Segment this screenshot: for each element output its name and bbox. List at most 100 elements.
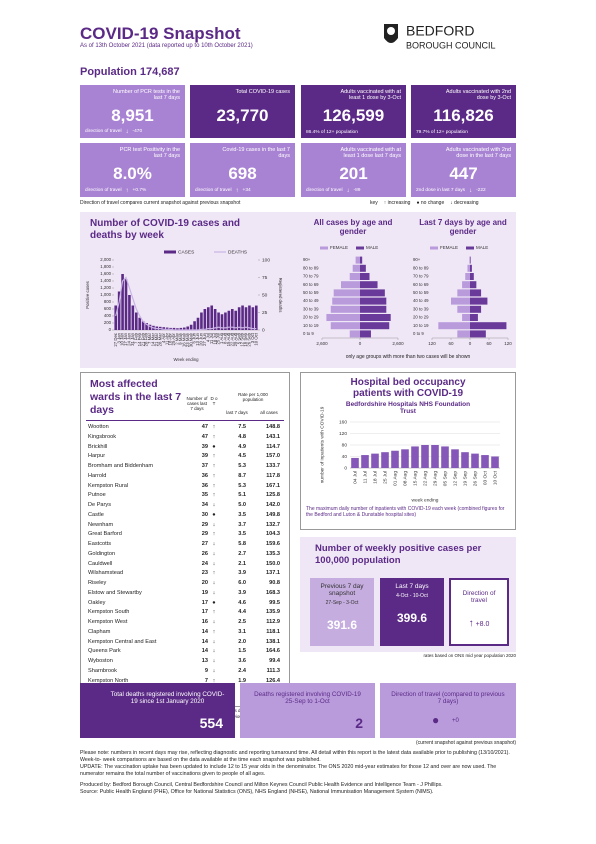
ward-cell: 2.5 bbox=[238, 619, 246, 625]
ward-cell: 4.4 bbox=[238, 609, 246, 616]
tile-foot: direction of travel ↑ +34 bbox=[195, 188, 251, 194]
legend-label: FEMALE bbox=[440, 245, 458, 250]
x-tick-label: 120 bbox=[504, 341, 512, 346]
arrow: ↓ bbox=[346, 188, 350, 194]
bar bbox=[182, 327, 186, 330]
ward-cell: 23 bbox=[201, 570, 208, 577]
ward-cell: ● bbox=[212, 443, 216, 450]
ward-cell: 14 bbox=[201, 648, 208, 655]
x-tick-label: 6 Jun bbox=[192, 332, 197, 343]
ward-name: Cauldwell bbox=[88, 560, 113, 567]
tile: Adults vaccinated with at least 1 dose l… bbox=[301, 143, 406, 197]
logo-crest-detail bbox=[387, 27, 395, 35]
y2-tick-label: 75 bbox=[262, 275, 268, 281]
tile-value: 8,951 bbox=[111, 105, 154, 125]
footer-line: Produced by: Bedford Borough Council, Ce… bbox=[80, 782, 443, 788]
bar bbox=[189, 324, 193, 330]
bar bbox=[244, 307, 248, 330]
x-tick-label: 23 May bbox=[185, 332, 190, 347]
ward-cell: 2.4 bbox=[238, 667, 246, 674]
ward-cell: 3.5 bbox=[238, 531, 246, 538]
arrow: ↓ bbox=[125, 129, 129, 135]
population: Population 174,687 bbox=[80, 66, 180, 78]
ward-cell: ↑ bbox=[212, 531, 216, 538]
ward-cell: 125.8 bbox=[266, 492, 280, 499]
bar bbox=[251, 307, 255, 330]
chart-title: Number of COVID-19 cases and deaths by w… bbox=[90, 218, 241, 241]
ward-cell: 34 bbox=[201, 502, 208, 508]
tile-foot: 2nd dose in last 7 days ↓ -222 bbox=[416, 188, 486, 194]
legend-swatch bbox=[466, 246, 474, 250]
ward-name: Sharnbrook bbox=[88, 667, 117, 674]
bar bbox=[361, 455, 369, 468]
age-chart: 90+ 80 to 89 70 to 79 60 to 69 50 to 59 40 to… bbox=[413, 245, 512, 346]
footer-line: Source: Public Health England (PHE), Off… bbox=[80, 789, 434, 795]
y-tick-label: 1,000 bbox=[100, 292, 111, 297]
x-tick-label: 4 Jul bbox=[205, 333, 210, 342]
bar bbox=[457, 289, 470, 297]
ward-name: Putnoe bbox=[88, 492, 106, 499]
ward-cell: 8.7 bbox=[238, 472, 246, 479]
x-tick-label: 3 Oct bbox=[250, 332, 255, 343]
death-value: 2 bbox=[355, 715, 363, 731]
ward-cell: 143.1 bbox=[266, 433, 280, 440]
x-tick-label: 12 Sep bbox=[240, 332, 245, 346]
y-tick-label: 160 bbox=[339, 419, 347, 425]
tile: Adults vaccinated with at least 1 dose b… bbox=[301, 85, 406, 138]
ward-cell: 5.3 bbox=[238, 482, 246, 489]
age-label: 10 to 19 bbox=[303, 323, 319, 328]
tile: Adults vaccinated with 2nd dose by 3-Oct… bbox=[411, 85, 516, 138]
bar bbox=[465, 273, 470, 280]
ward-cell: 14 bbox=[201, 638, 208, 645]
tile-label: Covid-19 cases in the last 7 days bbox=[222, 147, 290, 159]
legend-label: FEMALE bbox=[330, 245, 348, 250]
x-tick-label: 21 Mar bbox=[154, 332, 159, 346]
ward-cell: 47 bbox=[201, 424, 208, 430]
age-label: 50 to 59 bbox=[303, 290, 319, 295]
ward-cell: 3.9 bbox=[238, 570, 246, 577]
logo-text: BOROUGH COUNCIL bbox=[406, 40, 496, 50]
y-tick-label: 120 bbox=[339, 431, 347, 437]
bar bbox=[469, 256, 470, 264]
bar bbox=[128, 295, 131, 330]
ward-cell: 6.0 bbox=[238, 580, 246, 586]
ward-cell: ↓ bbox=[212, 648, 216, 655]
bar bbox=[470, 322, 507, 330]
ward-cell: ↓ bbox=[212, 638, 216, 645]
bar bbox=[349, 273, 360, 280]
y-tick-label: 200 bbox=[104, 320, 112, 325]
ward-cell: 3.7 bbox=[238, 521, 246, 528]
bar bbox=[234, 310, 238, 330]
tile-foot: 79.7% of 12+ population bbox=[416, 130, 468, 135]
ward-name: Wootton bbox=[88, 424, 109, 430]
tile-label: Adults vaccinated with at least 1 dose l… bbox=[340, 147, 401, 159]
ward-cell: 133.7 bbox=[266, 463, 280, 469]
arrow: ● bbox=[432, 713, 440, 727]
hospital-panel bbox=[300, 372, 516, 530]
x-tick-label: 18 Apr bbox=[168, 332, 173, 345]
ward-cell: 2.0 bbox=[238, 638, 246, 645]
logo: BEDFORD BOROUGH COUNCIL bbox=[384, 23, 496, 50]
y-tick-label: 2,000 bbox=[100, 257, 111, 262]
bar bbox=[470, 314, 478, 321]
x-tick-label: 9 May bbox=[178, 332, 183, 345]
bar bbox=[360, 273, 370, 280]
bar bbox=[467, 264, 470, 272]
ward-name: Newnham bbox=[88, 521, 114, 528]
x-tick-label: 20 Jun bbox=[199, 332, 204, 346]
footer-line: Please note: numbers in recent days may … bbox=[80, 750, 510, 756]
rates-period: 27-Sep - 3-Oct bbox=[325, 600, 359, 606]
footer: Please note: numbers in recent days may … bbox=[80, 750, 516, 796]
tile-value: 698 bbox=[228, 164, 257, 183]
bar bbox=[131, 305, 135, 330]
bar bbox=[355, 256, 360, 264]
bar bbox=[491, 456, 499, 468]
wards-panel bbox=[80, 372, 290, 707]
bar bbox=[470, 289, 482, 297]
ward-cell: 3.9 bbox=[238, 589, 246, 596]
y-tick-label: 1,800 bbox=[100, 264, 111, 269]
ward-cell: 137.1 bbox=[266, 570, 280, 577]
ward-cell: 114.7 bbox=[266, 443, 280, 450]
bar bbox=[360, 322, 390, 330]
tile-foot: direction of travel ↓ -470 bbox=[85, 129, 142, 135]
